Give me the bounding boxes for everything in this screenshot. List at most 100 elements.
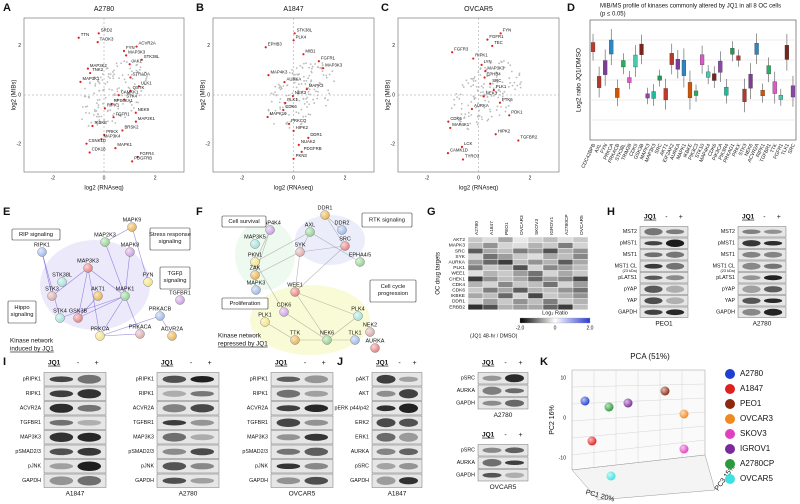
blot-row-label: pJNK [28,464,41,470]
blot-row-label: GAPDH [249,478,268,484]
node-label: STK4 [53,308,67,314]
blot-strip [156,386,220,401]
background-point [145,77,148,80]
background-point [465,79,468,82]
gene-label: MAP3K4 [103,133,121,138]
network-edge [59,295,126,319]
heatmap-cell [497,298,514,305]
box [609,39,614,55]
heatmap-cell [482,287,499,294]
plot-title: A1847 [283,6,303,13]
background-point [326,99,329,101]
lane-label: - [504,360,507,367]
gene-point [136,155,139,159]
gene-point [122,49,126,53]
heatmap-cell [467,270,484,277]
background-point [135,64,138,67]
background-point [464,113,467,116]
blot-band [49,376,74,383]
point-shine [623,398,633,408]
box [615,88,620,98]
background-point [288,71,291,74]
heatmap-cell [512,259,529,266]
background-point [503,90,506,93]
background-point [495,109,498,111]
background-point [472,95,475,98]
background-point [473,98,476,101]
gene-label: ULK1 [141,80,152,85]
blot-row-label: YAP [627,298,638,304]
heatmap-cell [467,287,484,294]
node-shine [125,247,135,257]
network-edge [254,261,285,313]
lane-label: - [763,214,766,221]
background-point [290,104,293,107]
y-tick-label: 2 [18,43,21,49]
cell-line-label: A2780 [753,321,772,328]
column-label: A2780CP [564,214,570,235]
legend-marker [725,399,735,409]
background-point [489,62,492,65]
background-point [131,77,134,80]
blot-band [505,374,524,383]
heatmap-cell [497,259,514,266]
node-shine [57,277,67,287]
blot-band [162,420,187,426]
heatmap-cell [467,247,484,254]
heatmap-cell [497,281,514,288]
box [778,94,783,100]
node-shine [295,247,305,257]
node-shine [250,239,260,249]
background-point [285,94,288,97]
panel-label: D [567,2,575,14]
blot-note: (23 kDa) [622,269,637,273]
blot-band [399,477,418,485]
column-label: SKOV3 [534,219,540,235]
background-point [81,106,84,108]
blot-band [190,463,215,470]
background-point [113,92,116,95]
background-point [121,94,124,97]
gene-point [96,41,99,44]
gene-label: NEK3 [486,91,498,96]
heatmap-cell [482,292,499,299]
heatmap-cell [482,236,499,243]
network-edge [324,214,346,247]
node-shine [340,241,350,251]
background-point [93,108,96,111]
gene-point [461,158,465,161]
box [663,88,668,101]
background-point [112,94,115,96]
box [657,75,662,81]
background-point [499,90,502,93]
gene-point [77,36,80,39]
background-point [466,127,469,130]
point-shine [606,471,616,481]
gene-label: MAP3K3 [487,65,505,70]
node-shine [167,331,177,341]
background-point [279,97,282,100]
point-shine [679,409,689,419]
blot-row-label: GAPDH [456,401,475,407]
gene-label: ACVR2A [139,41,156,46]
background-point [496,105,499,108]
network-edge [294,291,359,317]
network-edge [131,226,149,283]
background-point [456,116,459,119]
background-point [320,67,323,70]
blot-band [304,419,329,426]
node-label: MAP3K3 [77,258,99,264]
gene-point [302,53,305,56]
background-point [113,69,115,72]
gene-label: FGFR1 [116,111,131,116]
background-point [101,102,104,105]
background-point [492,82,494,85]
background-point [291,68,293,71]
heatmap-cell [512,292,529,299]
background-point [114,122,117,124]
blot-band [376,463,396,470]
node-shine [265,225,275,235]
gene-label: MAPK3 [309,83,324,88]
row-label: SRC [455,248,466,254]
blot-band [644,252,663,258]
